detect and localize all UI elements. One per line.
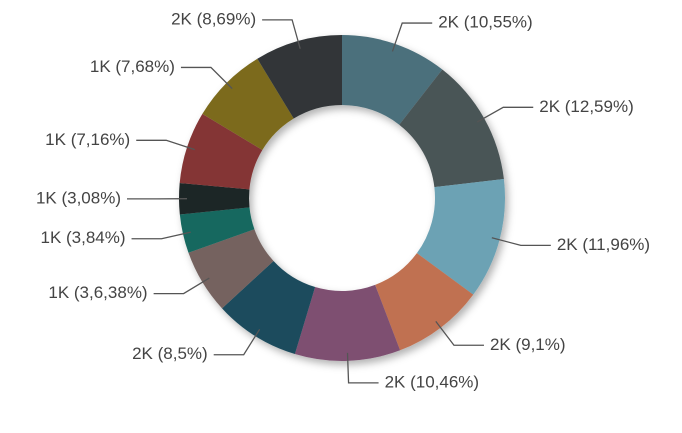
leader-line (262, 19, 301, 49)
data-label: 2K (8,5%) (132, 344, 208, 363)
leader-line (213, 328, 261, 356)
data-label: 1K (3,84%) (40, 228, 125, 247)
data-label: 1K (3,08%) (36, 188, 121, 207)
leader-line (153, 277, 210, 295)
slice (342, 35, 443, 125)
leader-line (131, 231, 191, 240)
slice (202, 58, 294, 151)
data-label: 2K (12,59%) (539, 97, 634, 116)
leader-line (435, 320, 484, 346)
data-label: 1K (7,16%) (45, 130, 130, 149)
slice (179, 207, 255, 253)
data-label: 1K (7,68%) (90, 57, 175, 76)
slice (188, 229, 274, 309)
slice (222, 260, 316, 355)
data-label: 2K (8,69%) (171, 9, 256, 28)
data-label: 1K (3,6,38%) (48, 283, 147, 302)
slice (416, 179, 505, 295)
leader-line (180, 66, 233, 90)
leader-line (346, 352, 379, 384)
data-label: 2K (10,55%) (438, 13, 533, 32)
leader-line (391, 22, 433, 52)
slice (399, 69, 504, 188)
slice (375, 253, 474, 351)
data-label: 2K (10,46%) (385, 372, 480, 391)
data-label: 2K (11,96%) (557, 235, 650, 254)
leader-line (491, 237, 551, 247)
donut (178, 35, 505, 361)
leader-line (476, 106, 534, 123)
slice (179, 113, 263, 190)
slice (178, 182, 250, 215)
slice (257, 35, 342, 119)
data-label: 2K (9,1%) (490, 335, 566, 354)
slice (294, 284, 401, 361)
leader-line (136, 139, 195, 151)
